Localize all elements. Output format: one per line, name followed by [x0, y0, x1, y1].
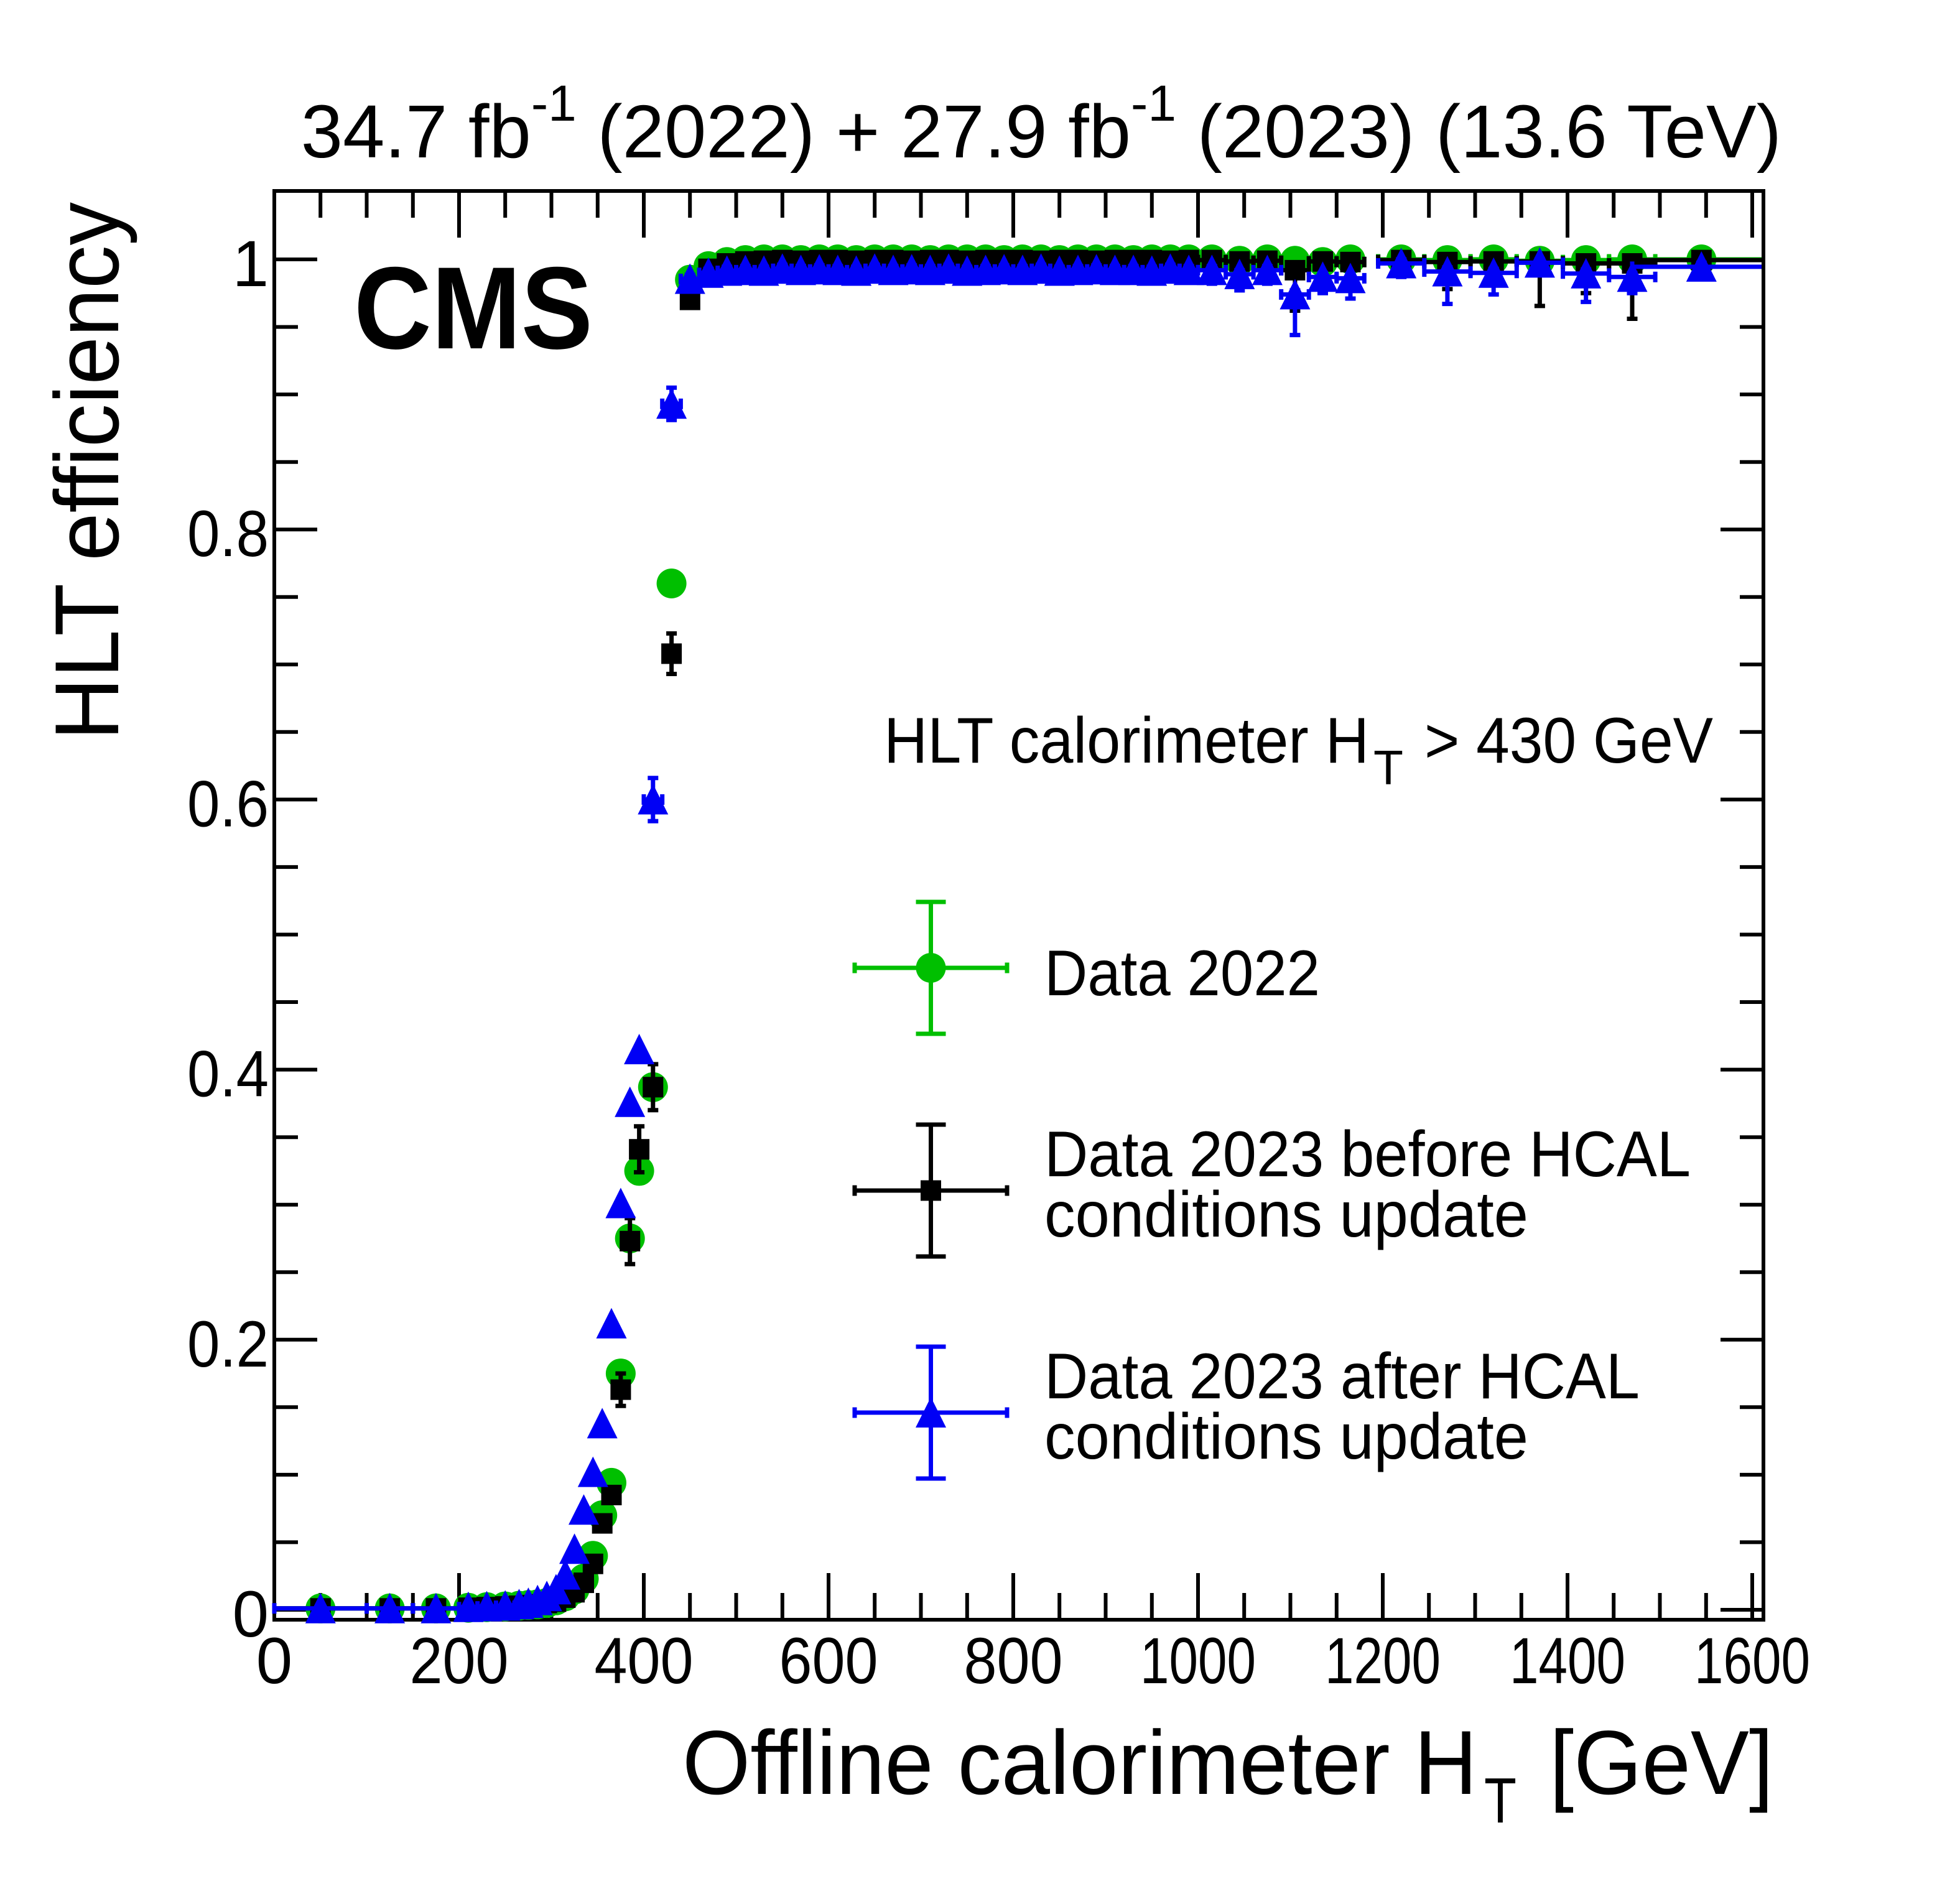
svg-text:T: T	[1484, 1765, 1516, 1836]
svg-text:1000: 1000	[1140, 1625, 1256, 1697]
svg-text:T: T	[1373, 740, 1403, 795]
svg-text:> 430 GeV: > 430 GeV	[1424, 705, 1713, 777]
svg-text:[GeV]: [GeV]	[1549, 1712, 1773, 1813]
svg-text:conditions update: conditions update	[1044, 1401, 1528, 1473]
svg-text:Data 2022: Data 2022	[1044, 937, 1320, 1010]
svg-text:200: 200	[410, 1625, 509, 1697]
svg-text:conditions update: conditions update	[1044, 1179, 1528, 1251]
svg-text:1400: 1400	[1510, 1625, 1625, 1697]
svg-text:Data 2023 after HCAL: Data 2023 after HCAL	[1044, 1340, 1640, 1413]
svg-text:HLT efficiency: HLT efficiency	[36, 202, 137, 740]
svg-text:0: 0	[256, 1625, 292, 1697]
svg-text:400: 400	[595, 1625, 694, 1697]
svg-text:0.2: 0.2	[187, 1308, 269, 1381]
svg-text:HLT calorimeter H: HLT calorimeter H	[884, 705, 1369, 777]
svg-text:800: 800	[964, 1625, 1063, 1697]
svg-text:0.4: 0.4	[187, 1038, 269, 1111]
svg-text:0: 0	[233, 1578, 269, 1651]
svg-text:1: 1	[233, 228, 269, 300]
svg-text:CMS: CMS	[354, 243, 593, 373]
svg-text:1200: 1200	[1325, 1625, 1441, 1697]
svg-text:34.7 fb-1 (2022) + 27.9 fb-1 (: 34.7 fb-1 (2022) + 27.9 fb-1 (2023) (13.…	[301, 75, 1781, 174]
svg-text:Offline calorimeter H: Offline calorimeter H	[682, 1712, 1477, 1813]
svg-text:Data 2023 before HCAL: Data 2023 before HCAL	[1044, 1118, 1691, 1191]
svg-text:0.8: 0.8	[187, 498, 269, 570]
svg-text:1600: 1600	[1694, 1625, 1810, 1697]
svg-text:600: 600	[779, 1625, 878, 1697]
svg-text:0.6: 0.6	[187, 768, 269, 840]
